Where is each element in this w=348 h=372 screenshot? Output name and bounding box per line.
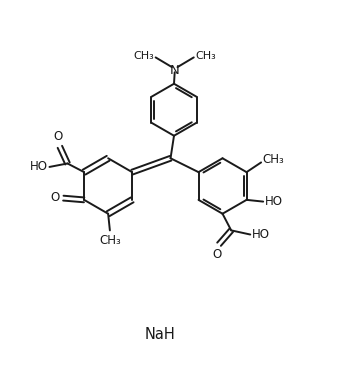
Text: CH₃: CH₃ — [196, 51, 216, 61]
Text: O: O — [50, 191, 60, 204]
Text: O: O — [213, 248, 222, 262]
Text: HO: HO — [252, 228, 270, 241]
Text: HO: HO — [30, 160, 48, 173]
Text: NaH: NaH — [145, 327, 175, 342]
Text: CH₃: CH₃ — [263, 153, 285, 166]
Text: CH₃: CH₃ — [133, 51, 154, 61]
Text: O: O — [54, 130, 63, 143]
Text: HO: HO — [265, 195, 283, 208]
Text: CH₃: CH₃ — [99, 234, 121, 247]
Text: N: N — [170, 64, 180, 77]
